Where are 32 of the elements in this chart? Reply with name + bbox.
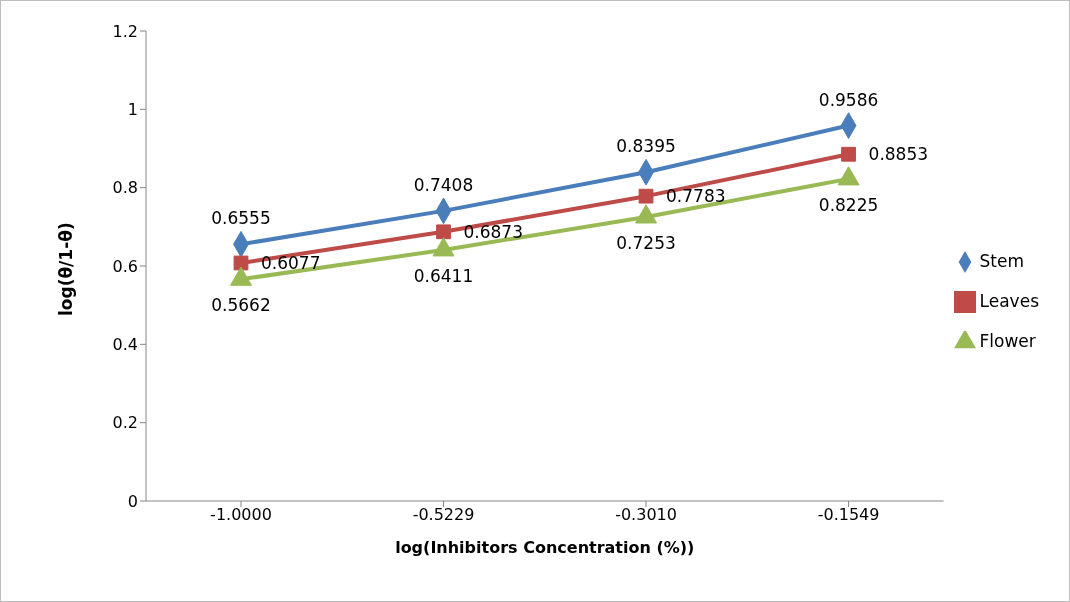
x-tick-label: -0.1549 — [817, 505, 880, 525]
data-label: 0.7408 — [413, 174, 474, 195]
point — [436, 224, 451, 240]
data-label: 0.6555 — [211, 208, 271, 229]
legend-label: Stem — [979, 251, 1025, 271]
y-tick-label: 0.6 — [112, 256, 138, 276]
point — [638, 188, 654, 204]
data-label: 0.8853 — [868, 144, 929, 165]
data-label: 0.7253 — [616, 232, 676, 253]
legend-label: Flower — [979, 331, 1036, 351]
data-label: 0.8225 — [818, 194, 879, 215]
data-label: 0.6411 — [413, 265, 474, 286]
y-tick-label: 0 — [127, 491, 138, 511]
point — [233, 255, 249, 271]
x-tick-label: -0.5229 — [412, 505, 475, 525]
y-tick-label: 1 — [127, 100, 138, 120]
y-axis-title: log(θ/1-θ) — [56, 222, 77, 316]
y-tick-label: 0.4 — [112, 335, 138, 355]
data-label: 0.8395 — [616, 136, 676, 157]
data-label: 0.5662 — [211, 295, 271, 316]
data-label: 0.6873 — [463, 221, 524, 242]
y-tick-label: 1.2 — [112, 21, 138, 41]
legend-label: Leaves — [979, 291, 1039, 311]
point — [841, 146, 856, 162]
data-label: 0.7783 — [666, 186, 726, 207]
x-tick-label: -0.3010 — [615, 505, 677, 525]
y-tick-label: 0.8 — [112, 178, 138, 198]
y-tick-label: 0.2 — [112, 413, 138, 433]
data-label: 0.6077 — [261, 253, 321, 274]
x-tick-label: -1.0000 — [210, 505, 272, 525]
x-axis-title: log(Inhibitors Concentration (%)) — [395, 538, 695, 557]
data-label: 0.9586 — [818, 89, 879, 110]
